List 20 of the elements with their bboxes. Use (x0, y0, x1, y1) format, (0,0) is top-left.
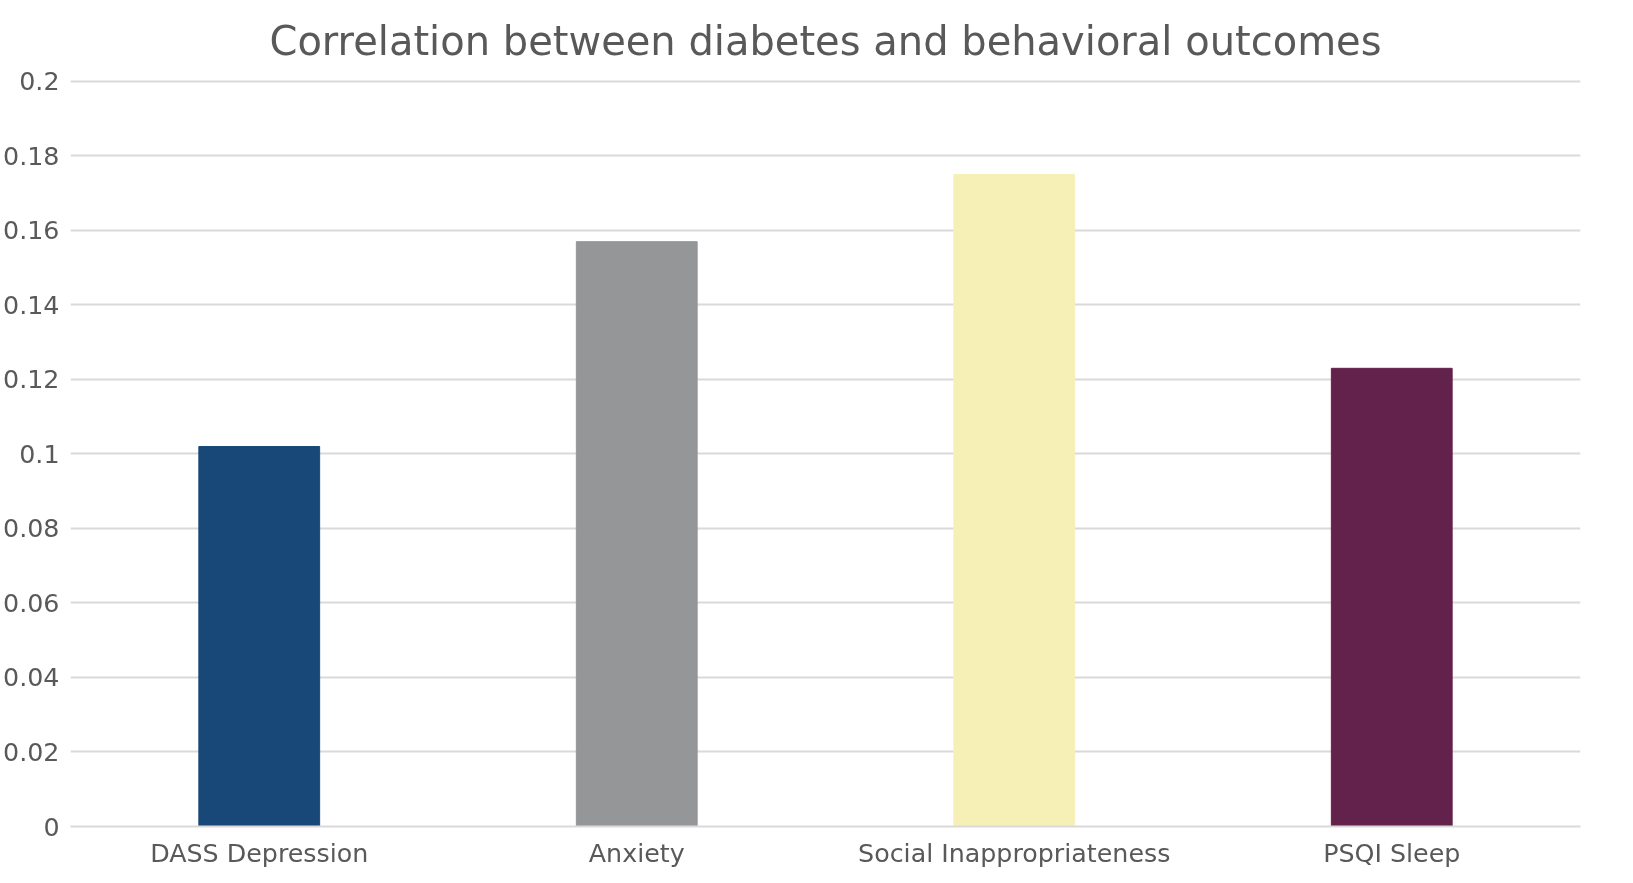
y-tick-label: 0.08 (3, 513, 60, 544)
x-tick-label: Anxiety (588, 837, 685, 868)
x-tick-label: DASS Depression (150, 837, 369, 868)
bar (1330, 367, 1453, 827)
bar (575, 241, 698, 827)
y-tick-label: 0.04 (3, 662, 60, 693)
y-tick-label: 0 (43, 811, 60, 842)
y-tick-label: 0.14 (3, 289, 60, 320)
bar (953, 174, 1076, 827)
y-tick-label: 0.18 (3, 140, 60, 171)
y-tick-label: 0.12 (3, 364, 60, 395)
y-tick-label: 0.2 (19, 66, 60, 97)
y-tick-label: 0.1 (19, 438, 60, 469)
y-tick-label: 0.02 (3, 737, 60, 767)
bar (198, 446, 321, 827)
chart-title: Correlation between diabetes and behavioral outcomes (269, 17, 1382, 64)
x-tick-label: PSQI Sleep (1323, 837, 1461, 868)
y-tick-label: 0.06 (3, 587, 60, 618)
x-tick-label: Social Inappropriateness (858, 837, 1171, 868)
y-tick-label: 0.16 (3, 215, 60, 246)
